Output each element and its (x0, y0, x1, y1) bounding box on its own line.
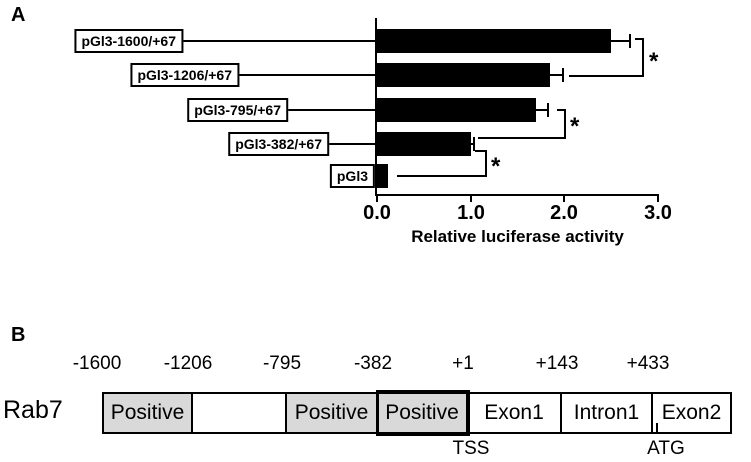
segment-box: Exon1 (466, 392, 562, 434)
significance-bracket-bottom (478, 137, 566, 139)
coordinate-label: -1206 (163, 353, 213, 374)
x-tick-label: 1.0 (457, 202, 485, 224)
x-axis-line (375, 194, 659, 196)
error-bar-stem (471, 143, 474, 145)
significance-star: * (491, 153, 501, 180)
atg-label: ATG (647, 438, 685, 459)
y-axis-line (375, 18, 377, 196)
x-axis-tick (376, 195, 378, 202)
coordinate-label: +1 (452, 353, 474, 374)
significance-bracket-vertical (564, 109, 566, 139)
x-axis-tick (657, 195, 659, 202)
category-connector-line (327, 143, 377, 145)
bar (377, 164, 388, 188)
bar (377, 132, 471, 156)
category-connector-line (237, 74, 377, 76)
error-bar-cap (562, 68, 564, 82)
coordinate-label: +143 (535, 353, 579, 374)
segment-box: Exon2 (651, 392, 732, 434)
gene-label: Rab7 (3, 396, 63, 424)
bar-label-box: pGl3-1600/+67 (74, 29, 183, 53)
coordinate-label: -382 (353, 353, 393, 374)
segment-box: Positive (376, 392, 468, 434)
coordinate-label: -1600 (72, 353, 122, 374)
error-bar-stem (536, 109, 548, 111)
bar-label-box: pGl3 (329, 164, 375, 188)
significance-bracket-bottom (397, 175, 487, 177)
category-connector-line (181, 40, 377, 42)
coordinate-label: +433 (626, 353, 670, 374)
significance-star: * (649, 48, 659, 75)
x-axis-tick (563, 195, 565, 202)
category-connector-line (286, 109, 377, 111)
x-tick-label: 2.0 (550, 202, 578, 224)
significance-bracket-vertical (642, 38, 644, 77)
segment-box: Positive (102, 392, 193, 434)
error-bar-cap (629, 34, 631, 48)
segment-box: Positive (285, 392, 378, 434)
error-bar-cap (473, 137, 475, 151)
panel-a-label: A (11, 4, 26, 26)
x-axis-title: Relative luciferase activity (411, 227, 624, 246)
significance-bracket-vertical (485, 150, 487, 177)
coordinate-label: -795 (262, 353, 302, 374)
tss-label: TSS (452, 438, 490, 459)
panel-b-label: B (11, 324, 26, 346)
significance-bracket-hook (557, 109, 566, 111)
x-tick-label: 3.0 (644, 202, 672, 224)
x-axis-tick (470, 195, 472, 202)
error-bar-stem (611, 40, 630, 42)
segment-box: Intron1 (560, 392, 653, 434)
bar (377, 63, 550, 87)
significance-bracket-bottom (569, 75, 644, 77)
bar-label-box: pGl3-795/+67 (187, 98, 288, 122)
error-bar-cap (547, 103, 549, 117)
segment-box (191, 392, 287, 434)
bar (377, 98, 536, 122)
significance-star: * (570, 113, 580, 140)
x-tick-label: 0.0 (363, 202, 391, 224)
error-bar-stem (550, 74, 563, 76)
significance-bracket-hook (635, 38, 644, 40)
bar-label-box: pGl3-382/+67 (228, 132, 329, 156)
atg-position-tick (656, 423, 658, 434)
significance-bracket-hook (475, 150, 487, 152)
bar (377, 29, 611, 53)
bar-label-box: pGl3-1206/+67 (130, 63, 239, 87)
